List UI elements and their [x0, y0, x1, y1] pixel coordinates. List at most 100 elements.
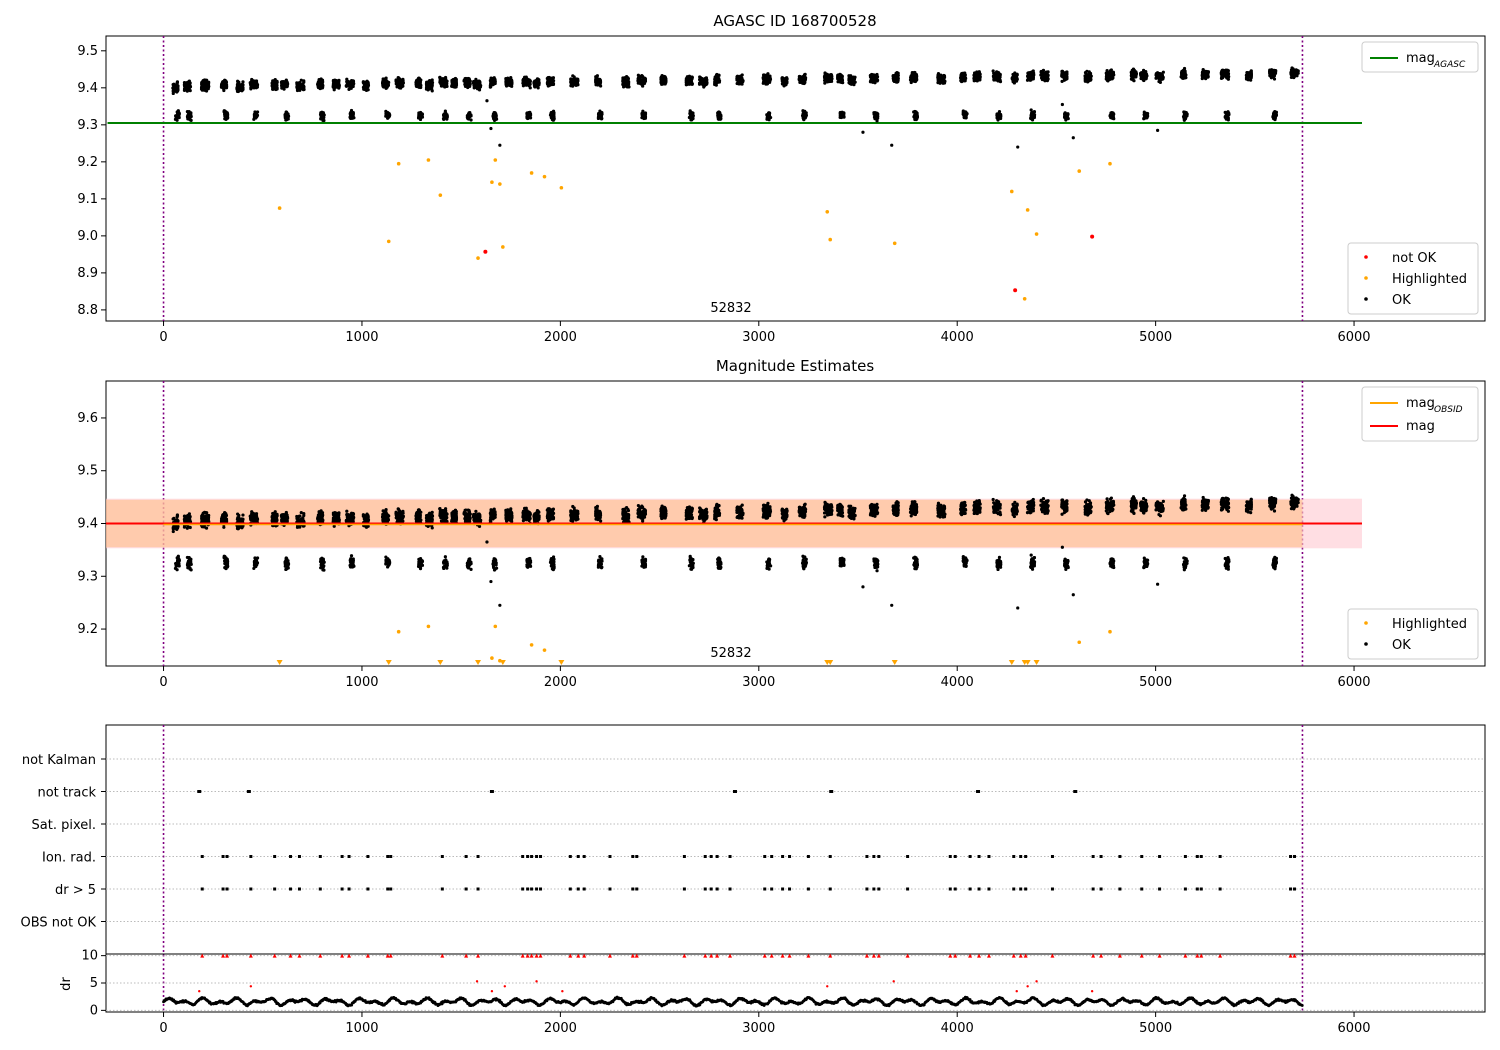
ok-point: [765, 74, 769, 78]
y-ticks: 9.29.39.49.59.6: [77, 411, 106, 637]
ok-point: [977, 70, 981, 74]
ok-point: [526, 116, 530, 121]
ok-point: [785, 76, 789, 80]
legend-label: Highlighted: [1392, 272, 1467, 287]
highlighted-point: [825, 210, 830, 214]
highlighted-point: [1034, 232, 1039, 236]
ok-point: [767, 118, 771, 122]
ok-point: [598, 77, 602, 81]
ok-point: [1143, 112, 1147, 116]
ok-point: [1064, 114, 1068, 118]
x-tick-label: 4000: [941, 330, 974, 345]
ok-point: [685, 77, 689, 81]
ok-point: [284, 118, 288, 122]
ok-point: [478, 81, 482, 85]
highlighted-point: [828, 237, 833, 242]
ok-point: [173, 88, 178, 92]
ok-point: [998, 113, 1003, 117]
ok-point: [533, 79, 537, 83]
ok-point: [684, 83, 688, 87]
ok-point: [1249, 74, 1253, 78]
ok-point: [1104, 75, 1108, 79]
ok-point: [302, 79, 306, 83]
x-ticks: 0 1000 2000 3000 4000 5000 6000: [159, 666, 1371, 690]
ok-point: [1221, 74, 1225, 78]
ok-point: [241, 83, 245, 87]
ok-point: [876, 112, 880, 116]
ok-point: [187, 519, 192, 523]
ok-point: [346, 82, 350, 87]
ok-point: [1071, 136, 1075, 140]
ok-point: [284, 80, 288, 84]
ok-point: [1144, 70, 1148, 74]
y-tick-label: 9.6: [77, 411, 98, 426]
highlighted-point: [1108, 161, 1112, 166]
ok-point: [237, 84, 241, 88]
ok-point: [492, 76, 496, 80]
ok-point: [978, 78, 982, 82]
legend-point-swatch: [1364, 297, 1368, 301]
ok-point: [1225, 68, 1230, 72]
ok-point: [912, 115, 917, 119]
ok-point: [963, 71, 967, 75]
x-tick-label: 3000: [742, 330, 775, 345]
ok-point: [348, 85, 352, 89]
y-ticks: 8.88.99.09.19.29.39.49.5: [77, 44, 106, 318]
panel-title: Magnitude Estimates: [716, 357, 874, 375]
ok-point: [173, 525, 178, 529]
ok-point: [220, 83, 224, 87]
ok-point: [241, 80, 245, 84]
ok-point: [443, 83, 448, 87]
ok-point: [1030, 114, 1034, 119]
panel-title: AGASC ID 168700528: [713, 12, 876, 30]
ok-point: [1269, 68, 1274, 72]
ok-point: [1060, 71, 1064, 75]
ok-point: [279, 80, 284, 84]
ok-point: [960, 77, 965, 82]
ok-point: [498, 143, 502, 147]
ok-point: [974, 74, 978, 78]
ok-point: [1272, 77, 1277, 81]
ok-point: [468, 113, 472, 117]
ok-point: [972, 71, 977, 75]
ok-point: [737, 81, 741, 86]
ok-point: [996, 118, 1000, 122]
ok-point: [641, 81, 645, 85]
ok-point: [596, 116, 601, 120]
ok-point: [875, 75, 880, 79]
ok-point: [550, 111, 555, 115]
ok-point: [350, 111, 355, 115]
x-tick-label: 2000: [544, 675, 577, 690]
ok-point: [223, 78, 227, 82]
ok-point: [445, 117, 449, 121]
ok-point: [173, 117, 178, 121]
ok-point: [384, 109, 388, 113]
ok-point: [961, 109, 965, 113]
ok-point: [1226, 113, 1230, 117]
ok-point: [546, 80, 550, 84]
ok-point: [345, 77, 349, 81]
ok-point: [175, 515, 179, 519]
ok-point: [350, 82, 354, 86]
ok-point: [451, 82, 455, 87]
ok-point: [318, 86, 322, 90]
x-tick-label: 1000: [345, 675, 378, 690]
ok-point: [474, 77, 478, 81]
ok-point: [1294, 68, 1298, 72]
ok-point: [396, 75, 400, 80]
ok-point: [1109, 68, 1113, 72]
ok-point: [188, 89, 192, 93]
ok-point: [222, 109, 226, 113]
ok-point: [597, 113, 601, 117]
ok-point: [1272, 71, 1276, 75]
ok-point: [974, 78, 978, 82]
ok-point: [1044, 74, 1048, 79]
panel-agasc-magnitude: AGASC ID 168700528 8.88.99.09.19.29.39.4…: [77, 12, 1486, 345]
ok-point: [467, 77, 471, 81]
ok-point: [688, 76, 692, 80]
ok-point: [598, 109, 602, 113]
ok-point: [937, 80, 941, 84]
ok-point: [852, 77, 857, 81]
ok-point: [274, 82, 278, 87]
y-tick-label: 9.5: [77, 464, 98, 479]
